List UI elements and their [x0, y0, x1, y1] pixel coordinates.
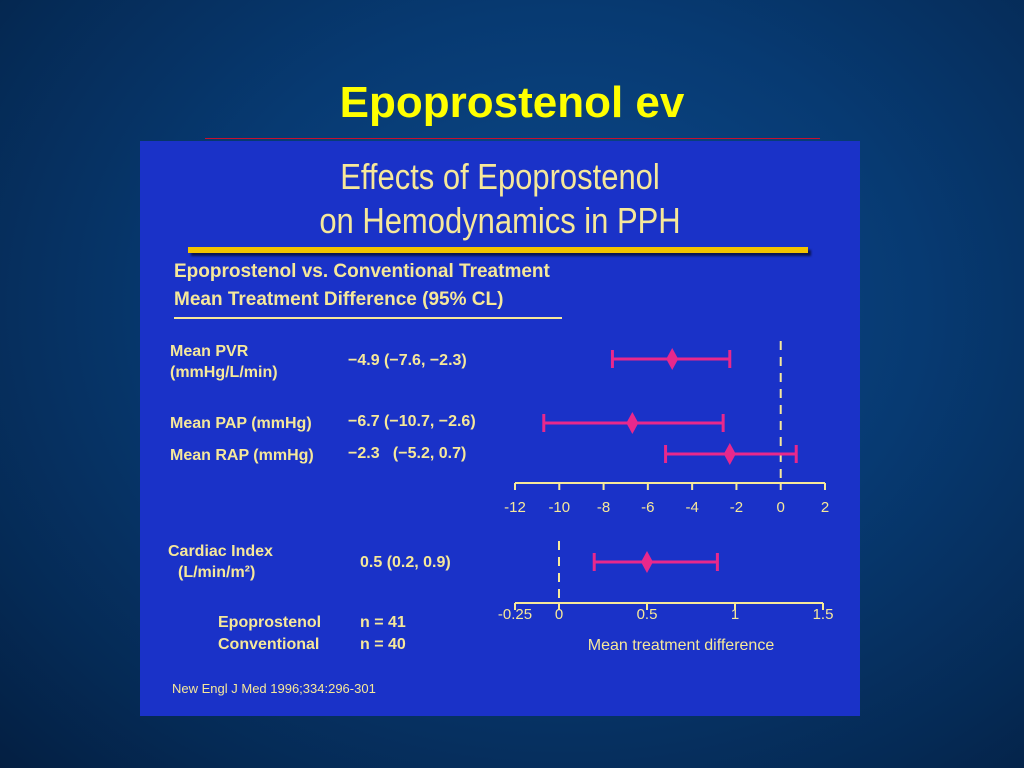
- plot1-tick-label: -6: [641, 499, 654, 516]
- plot1-tick-label: -4: [685, 499, 698, 516]
- figure-title-line2: on Hemodynamics in PPH: [319, 200, 681, 241]
- row-label-rap: Mean RAP (mmHg): [170, 447, 314, 464]
- plot1-tick-label: -12: [504, 499, 526, 516]
- plot1-estimate-diamond: [723, 443, 736, 465]
- row-label-ci-line2: (L/min/m²): [178, 564, 256, 581]
- figure-title-line1: Effects of Epoprostenol: [340, 156, 660, 197]
- plot1-tick-label: 0: [777, 499, 785, 516]
- plot2-tick-label: 1.5: [813, 606, 834, 623]
- subtitle-line1: Epoprostenol vs. Conventional Treatment: [174, 261, 550, 282]
- subtitle-line2: Mean Treatment Difference (95% CL): [174, 289, 504, 310]
- row-label-pvr-line1: Mean PVR: [170, 343, 249, 360]
- row-label-pvr-line2: (mmHg/L/min): [170, 364, 278, 381]
- row-value-rap: −2.3 (−5.2, 0.7): [348, 445, 467, 462]
- plot1-estimate-diamond: [626, 412, 639, 434]
- plot1-tick-label: -8: [597, 499, 610, 516]
- plot1-tick-label: -10: [548, 499, 570, 516]
- group-epo-label: Epoprostenol: [218, 614, 322, 631]
- plot2-tick-label: 0: [555, 606, 563, 623]
- figure-title-rule: [188, 247, 808, 253]
- row-label-pap: Mean PAP (mmHg): [170, 415, 312, 432]
- plot1-tick-label: 2: [821, 499, 829, 516]
- plot1-estimate-diamond: [666, 348, 679, 370]
- slide-title: Epoprostenol ev: [339, 78, 685, 127]
- figure-panel: Effects of Epoprostenol on Hemodynamics …: [140, 141, 860, 716]
- row-label-ci: Cardiac Index (L/min/m²): [168, 541, 273, 583]
- plot2-estimate-diamond: [641, 551, 653, 573]
- group-epo-n: n = 41: [360, 614, 406, 631]
- plot2-tick-label: 1: [731, 606, 739, 623]
- row-value-pvr: −4.9 (−7.6, −2.3): [348, 352, 467, 369]
- row-label-ci-line1: Cardiac Index: [168, 543, 273, 560]
- forest-plots: -12 -10 -8 -6 -4 -2 0 2 -0.25 0 0.5 1 1.5 Mean treatm…: [498, 341, 834, 654]
- plot2-tick-label: -0.25: [498, 606, 532, 623]
- group-conv-label: Conventional: [218, 636, 320, 653]
- group-conv-n: n = 40: [360, 636, 406, 653]
- plot1-tick-label: -2: [730, 499, 743, 516]
- title-underline: [205, 138, 820, 139]
- figure-title: Effects of Epoprostenol on Hemodynamics …: [190, 155, 809, 243]
- subtitle-underline: [174, 317, 562, 319]
- plot2-x-axis-label: Mean treatment difference: [588, 637, 775, 654]
- row-label-pvr: Mean PVR (mmHg/L/min): [170, 341, 278, 383]
- plot2-tick-label: 0.5: [637, 606, 658, 623]
- row-value-ci: 0.5 (0.2, 0.9): [360, 554, 451, 571]
- row-value-pap: −6.7 (−10.7, −2.6): [348, 413, 476, 430]
- source-citation: New Engl J Med 1996;334:296-301: [172, 681, 376, 696]
